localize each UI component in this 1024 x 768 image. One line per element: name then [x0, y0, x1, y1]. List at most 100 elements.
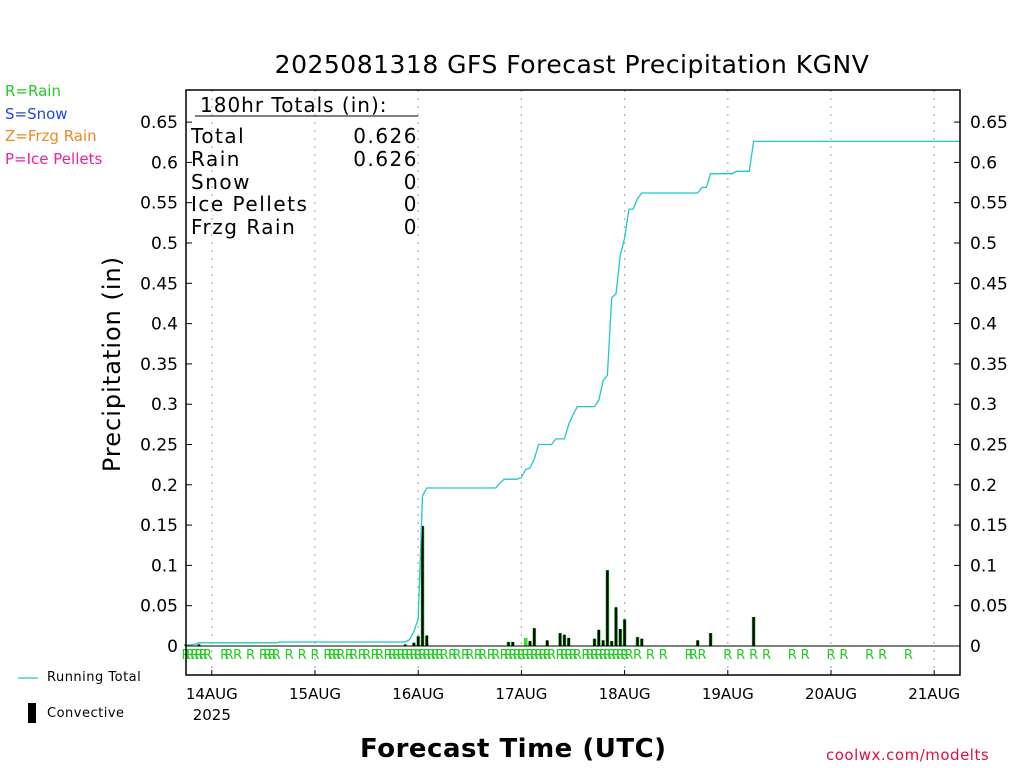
y-tick-label-right: 0.2 — [970, 476, 997, 496]
convective-bar — [412, 642, 416, 646]
rain-type-marker: R — [616, 648, 625, 663]
rain-type-marker: R — [607, 648, 616, 663]
rain-type-marker: R — [865, 648, 874, 663]
legend-snow: S=Snow — [5, 105, 68, 123]
convective-key-label: Convective — [47, 706, 125, 721]
y-tick-label-left: 0.1 — [151, 556, 178, 576]
legend-frzg-rain-label: Z=Frzg Rain — [5, 127, 97, 145]
rain-type-marker: R — [452, 648, 461, 663]
convective-bar — [417, 636, 420, 646]
rain-type-marker: R — [530, 648, 539, 663]
rain-type-marker: R — [328, 648, 337, 663]
legend-rain-label: R=Rain — [5, 82, 61, 100]
y-tick-label-left: 0.25 — [140, 436, 178, 456]
chart-title: 2025081318 GFS Forecast Precipitation KG… — [274, 50, 870, 79]
y-tick-label-right: 0.55 — [970, 194, 1008, 214]
rain-type-marker: R — [224, 648, 233, 663]
rain-type-marker: R — [474, 648, 483, 663]
totals-value-ice-pellets: 0 — [404, 192, 418, 216]
totals-value-rain: 0.626 — [353, 147, 418, 171]
rain-type-marker: R — [332, 648, 341, 663]
x-tick-label: 16AUG — [392, 685, 444, 703]
y-tick-label-left: 0.15 — [140, 516, 178, 536]
convective-bar — [606, 570, 609, 646]
rain-type-marker: R — [736, 648, 745, 663]
convective-bar — [593, 638, 596, 646]
rain-type-marker: R — [396, 648, 405, 663]
convective-bar — [696, 640, 699, 646]
convective-key-swatch — [28, 703, 36, 723]
rain-bar — [523, 637, 528, 646]
y-tick-label-left: 0.2 — [151, 476, 178, 496]
totals-heading: 180hr Totals (in): — [200, 93, 388, 117]
y-tick-label-right: 0.15 — [970, 516, 1008, 536]
y-tick-label-right: 0.65 — [970, 113, 1008, 133]
totals-label-snow: Snow — [191, 170, 251, 194]
convective-bar — [614, 607, 618, 646]
rain-type-marker: R — [504, 648, 513, 663]
x-tick-label: 18AUG — [599, 685, 651, 703]
running-total-key-label: Running Total — [47, 670, 142, 685]
convective-bar — [752, 616, 755, 646]
rain-type-marker: R — [603, 648, 612, 663]
rain-type-marker: R — [375, 648, 384, 663]
rain-type-marker: R — [263, 648, 272, 663]
rain-type-marker: R — [405, 648, 414, 663]
rain-type-marker: R — [611, 648, 620, 663]
rain-type-marker: R — [646, 648, 655, 663]
y-tick-label-left: 0.35 — [140, 355, 178, 375]
y-tick-label-left: 0.4 — [151, 315, 178, 335]
rain-type-marker: R — [762, 648, 771, 663]
rain-type-marker: R — [534, 648, 543, 663]
rain-type-marker: R — [422, 648, 431, 663]
rain-type-marker: R — [435, 648, 444, 663]
convective-bar — [421, 525, 424, 646]
legend-snow-label: S=Snow — [5, 105, 68, 123]
rain-type-marker: R — [517, 648, 526, 663]
x-tick-label: 20AUG — [805, 685, 857, 703]
convective-bar — [619, 629, 622, 646]
rain-type-marker: R — [624, 648, 633, 663]
y-tick-label-right: 0.05 — [970, 597, 1008, 617]
rain-type-marker: R — [685, 648, 694, 663]
rain-type-marker: R — [749, 648, 758, 663]
convective-bar — [546, 640, 549, 646]
rain-type-marker: R — [414, 648, 423, 663]
rain-type-marker: R — [620, 648, 629, 663]
rain-type-marker: R — [186, 648, 195, 663]
totals-table: Total 0.626 Rain 0.626 Snow 0 Ice Pellet… — [190, 124, 418, 239]
convective-bar — [567, 637, 570, 646]
y-tick-label-right: 0 — [970, 637, 981, 657]
y-tick-label-right: 0.45 — [970, 274, 1008, 294]
rain-type-marker: R — [298, 648, 307, 663]
totals-value-frzg-rain: 0 — [404, 215, 418, 239]
rain-type-marker: R — [723, 648, 732, 663]
convective-bar — [610, 641, 613, 646]
convective-bar — [558, 633, 562, 646]
totals-value-total: 0.626 — [353, 124, 418, 148]
rain-type-marker: R — [267, 648, 276, 663]
rain-type-marker: R — [878, 648, 887, 663]
y-tick-label-left: 0 — [167, 637, 178, 657]
rain-type-marker: R — [349, 648, 358, 663]
rain-type-marker: R — [409, 648, 418, 663]
y-tick-label-left: 0.65 — [140, 113, 178, 133]
credit-link[interactable]: coolwx.com/modelts — [826, 746, 990, 764]
rain-type-marker: R — [487, 648, 496, 663]
rain-type-marker: R — [345, 648, 354, 663]
rain-type-marker: R — [788, 648, 797, 663]
rain-type-marker: R — [500, 648, 509, 663]
totals-value-snow: 0 — [404, 170, 418, 194]
rain-type-marker: R — [401, 648, 410, 663]
convective-bar — [404, 644, 407, 646]
rain-type-marker: R — [564, 648, 573, 663]
convective-bar — [528, 641, 532, 646]
totals-label-ice-pellets: Ice Pellets — [191, 192, 308, 216]
convective-bar — [533, 628, 536, 646]
rain-type-marker: R — [573, 648, 582, 663]
rain-type-marker: R — [538, 648, 547, 663]
convective-bar — [563, 634, 566, 646]
rain-type-marker: R — [448, 648, 457, 663]
x-tick-label: 17AUG — [495, 685, 547, 703]
rain-type-marker: R — [590, 648, 599, 663]
